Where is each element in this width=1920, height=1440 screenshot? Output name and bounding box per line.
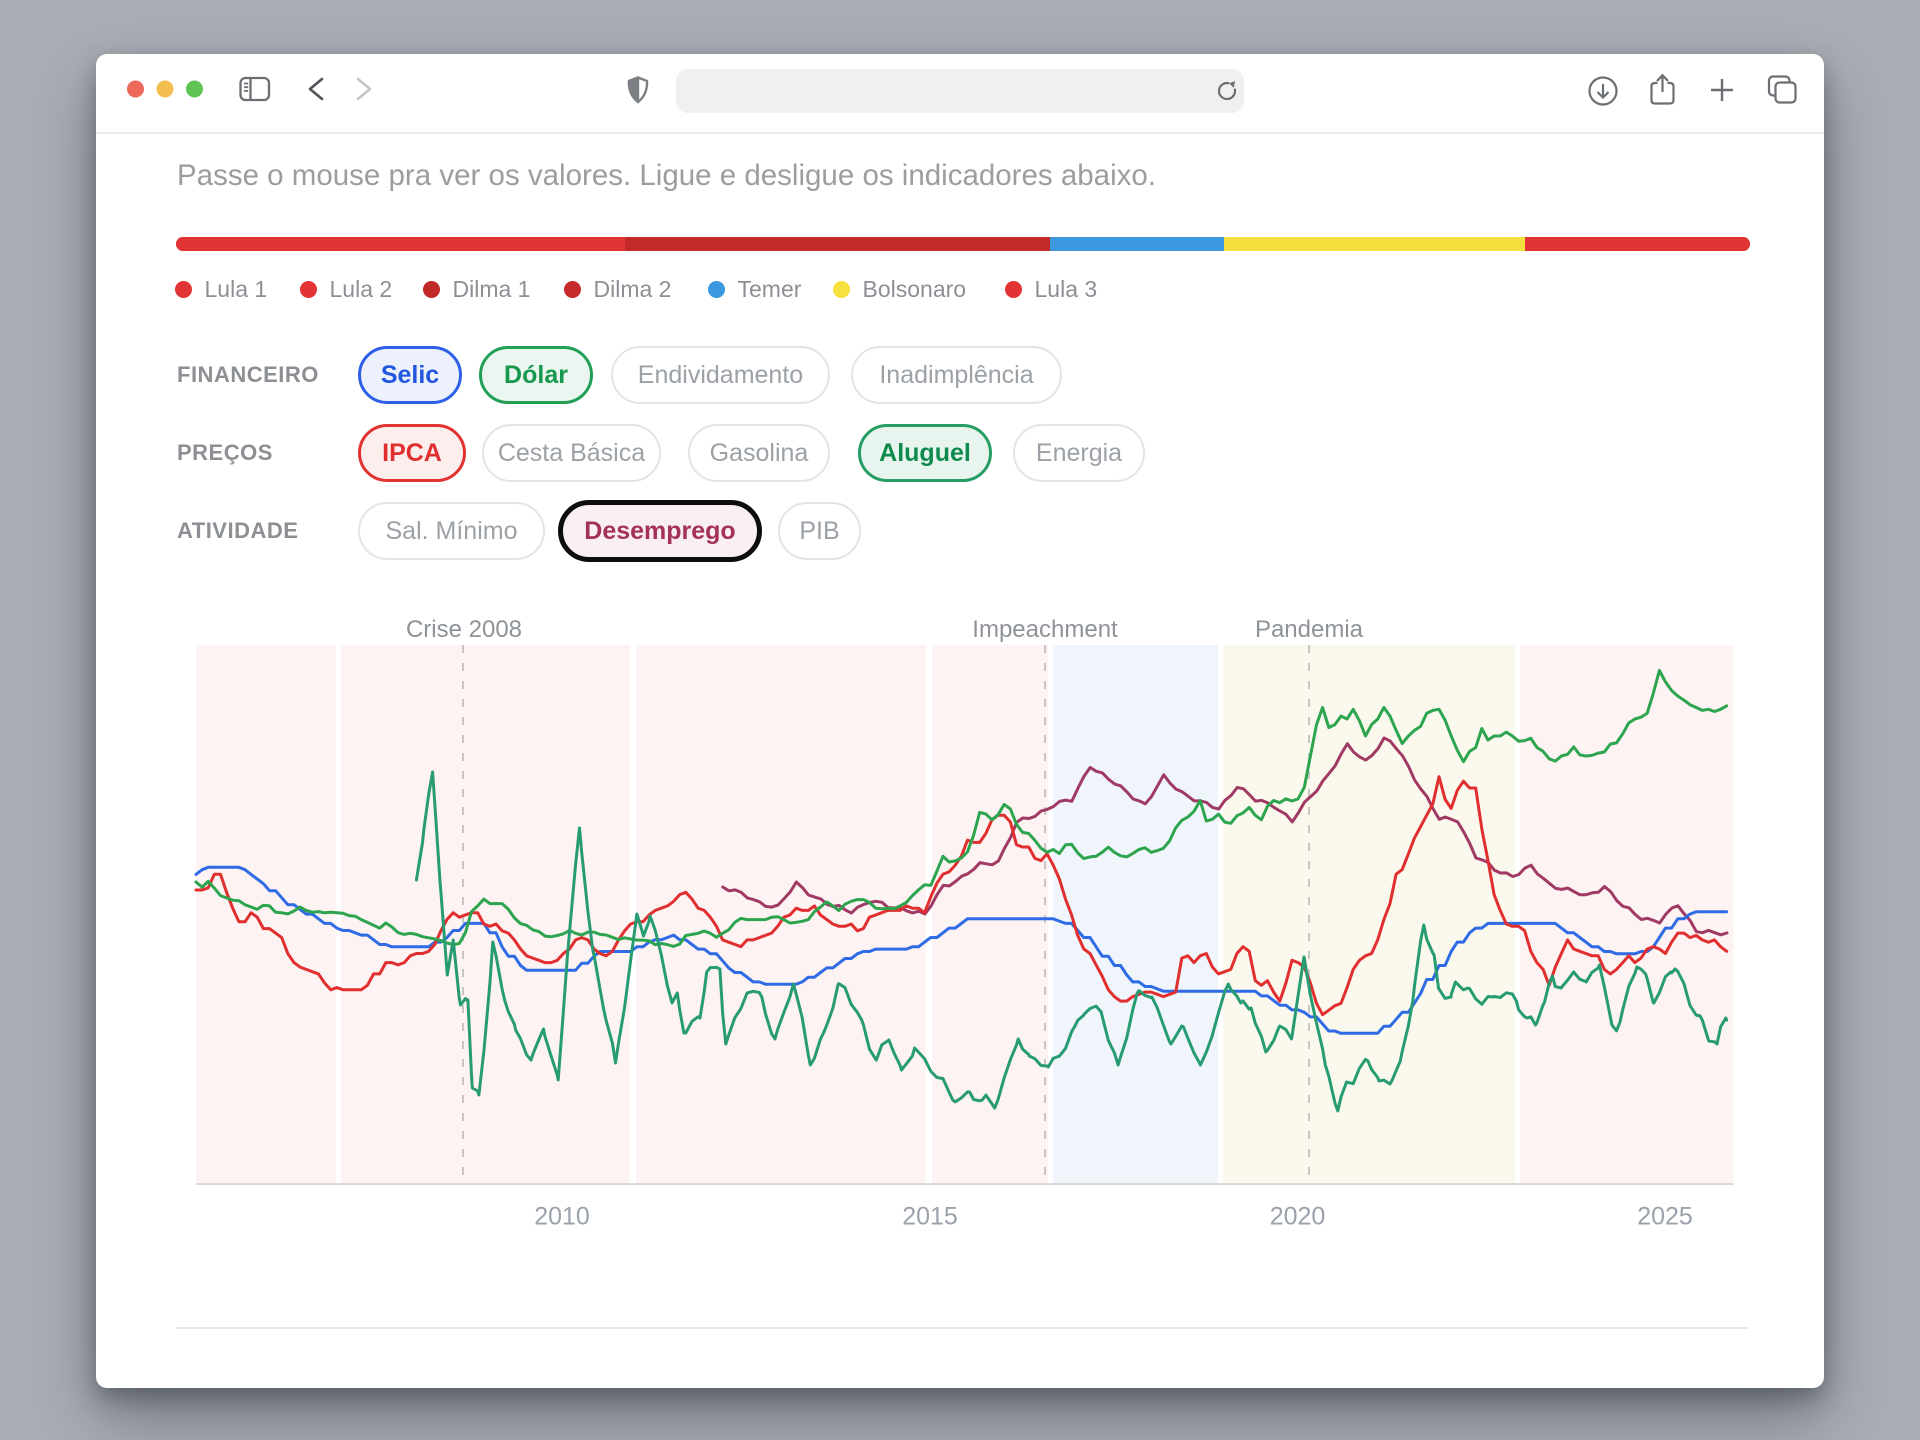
svg-text:Pandemia: Pandemia — [1255, 616, 1364, 643]
svg-text:2015: 2015 — [902, 1203, 958, 1231]
svg-text:Crise 2008: Crise 2008 — [406, 616, 522, 643]
svg-text:2025: 2025 — [1637, 1203, 1693, 1231]
svg-text:2010: 2010 — [534, 1203, 590, 1231]
svg-text:Impeachment: Impeachment — [972, 616, 1118, 643]
svg-text:2020: 2020 — [1270, 1203, 1326, 1231]
